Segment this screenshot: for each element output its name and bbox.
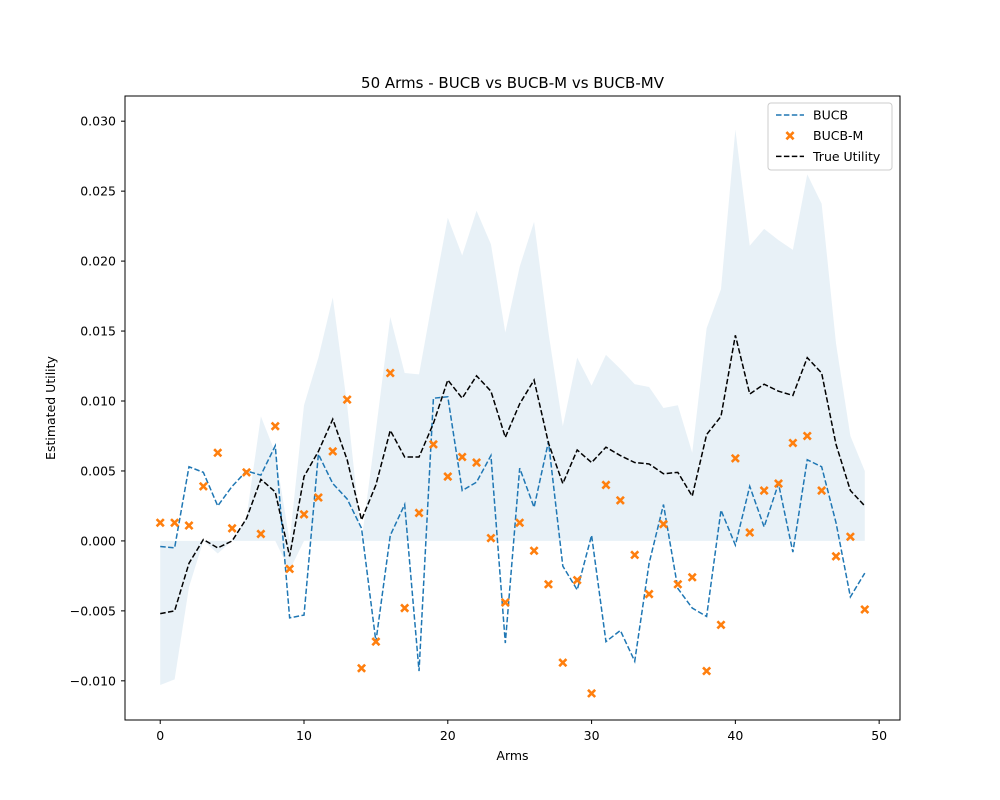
x-tick-label: 0 [156,728,164,743]
x-tick-label: 50 [871,728,887,743]
data-point [443,472,453,482]
data-point [184,521,194,531]
data-point [860,604,870,614]
y-tick-label: 0.010 [80,394,116,409]
data-point [831,551,841,561]
data-point [385,368,395,378]
x-tick-label: 40 [727,728,743,743]
data-point [299,509,309,519]
axes-frame [124,95,901,721]
data-point [529,546,539,556]
data-point [558,658,568,668]
data-point [342,395,352,405]
data-point [357,663,367,673]
y-tick-label: 0.025 [80,184,116,199]
data-point [644,589,654,599]
data-point [673,579,683,589]
data-point [486,533,496,543]
x-tick-label: 10 [296,728,312,743]
data-point [371,637,381,647]
confidence-band [160,129,865,686]
series-line-true-utility [160,335,866,615]
data-point [213,448,223,458]
legend-entry: BUCB [776,108,848,123]
data-point [285,564,295,574]
legend: BUCB BUCB-M True Utility [767,102,893,171]
data-point [788,438,798,448]
data-point [658,519,668,529]
y-tick-label: 0.015 [80,324,116,339]
data-point [630,550,640,560]
data-point [155,518,165,528]
legend-box [767,102,893,171]
y-tick-label: 0.000 [80,533,116,548]
data-point [543,579,553,589]
data-point [587,688,597,698]
series-line-bucb [160,395,866,672]
data-point [702,666,712,676]
y-tick-label: −0.005 [70,603,116,618]
data-point [170,518,180,528]
data-point [241,467,252,477]
x-tick-label: 30 [584,728,600,743]
data-point [472,458,482,468]
y-axis-label: Estimated Utility [43,355,58,459]
data-point [457,452,467,462]
x-tick-label: 20 [440,728,456,743]
data-point [572,575,582,585]
y-tick-label: 0.030 [80,114,116,129]
data-point [198,481,208,491]
plot-area [155,129,870,698]
data-point [400,603,410,613]
data-point [615,495,625,505]
data-point [745,528,755,538]
data-point [601,480,611,490]
legend-label: True Utility [812,149,881,164]
y-tick-label: 0.020 [80,254,116,269]
data-point [802,431,812,441]
data-point [845,532,855,542]
data-point [759,486,769,496]
legend-label: BUCB-M [813,128,863,143]
x-axis-label: Arms [496,748,528,763]
data-point [414,508,424,518]
data-point [716,620,726,630]
data-point [328,446,338,456]
data-point [227,523,237,533]
data-point [817,486,827,496]
chart-title: 50 Arms - BUCB vs BUCB-M vs BUCB-MV [361,74,665,92]
axes: 0 10 20 30 40 50 −0.010 −0.005 0.000 0.005 0.010 0.… [70,95,901,743]
y-tick-label: 0.005 [80,463,116,478]
data-point [687,572,697,582]
legend-swatch [785,131,795,141]
y-tick-label: −0.010 [70,673,116,688]
data-point [313,493,323,503]
legend-entry: True Utility [776,149,881,164]
data-point [270,421,280,431]
data-point [730,453,740,463]
data-point [773,479,784,489]
series-bucb-m [155,368,870,698]
data-point [256,529,266,539]
legend-entry: BUCB-M [785,128,863,143]
data-point [500,597,510,607]
data-point [515,518,525,528]
legend-label: BUCB [813,108,848,123]
data-point [428,439,438,449]
